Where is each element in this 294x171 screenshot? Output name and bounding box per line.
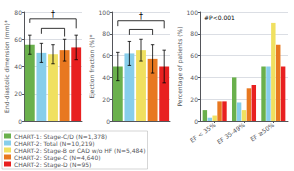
svg-text:80: 80	[190, 30, 198, 37]
svg-text:0: 0	[194, 118, 198, 125]
svg-text:#P<0.001: #P<0.001	[204, 14, 235, 21]
svg-text:20: 20	[102, 96, 110, 103]
svg-text:60: 60	[190, 52, 198, 59]
svg-text:100: 100	[187, 9, 199, 16]
svg-text:†: †	[51, 10, 55, 19]
svg-text:40: 40	[14, 63, 22, 70]
svg-text:40: 40	[190, 74, 198, 81]
svg-text:†: †	[139, 12, 143, 21]
svg-text:80: 80	[102, 30, 110, 37]
svg-text:CHART-1: Stage-C/D (N=1,378): CHART-1: Stage-C/D (N=1,378)	[14, 132, 108, 140]
svg-text:CHART-2: Stage-B or CAD w/o HF: CHART-2: Stage-B or CAD w/o HF (N=5,484)	[14, 146, 146, 154]
svg-text:Percentage of patients (%): Percentage of patients (%)	[176, 26, 184, 106]
svg-text:CHART-2: Total (N=10,219): CHART-2: Total (N=10,219)	[14, 140, 95, 147]
svg-text:100: 100	[99, 9, 111, 16]
svg-text:0: 0	[106, 118, 110, 125]
svg-text:CHART-2: Stage-D (N=95): CHART-2: Stage-D (N=95)	[14, 161, 91, 169]
svg-text:End-diastolic dimension (mm)*: End-diastolic dimension (mm)*	[3, 20, 10, 113]
svg-text:EF ≥50%: EF ≥50%	[249, 121, 276, 143]
svg-text:EF < 35%: EF < 35%	[189, 121, 217, 144]
svg-text:EF 35-49%: EF 35-49%	[216, 121, 247, 145]
svg-text:80: 80	[14, 9, 22, 16]
svg-text:20: 20	[14, 90, 22, 97]
svg-text:CHART-2: Stage-C (N=4,640): CHART-2: Stage-C (N=4,640)	[14, 153, 101, 161]
svg-text:0: 0	[18, 118, 22, 125]
svg-text:20: 20	[190, 96, 198, 103]
svg-text:60: 60	[14, 36, 22, 43]
svg-text:Ejection fraction (%)*: Ejection fraction (%)*	[88, 34, 96, 98]
svg-text:40: 40	[102, 74, 110, 81]
svg-text:60: 60	[102, 52, 110, 59]
